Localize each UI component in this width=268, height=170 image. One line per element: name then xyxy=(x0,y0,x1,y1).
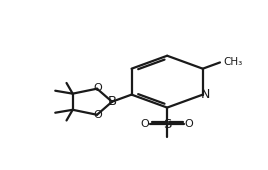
Text: N: N xyxy=(201,88,211,101)
Text: O: O xyxy=(185,119,193,129)
Text: S: S xyxy=(163,118,171,131)
Text: O: O xyxy=(94,83,102,93)
Text: O: O xyxy=(94,110,102,120)
Text: B: B xyxy=(107,95,117,108)
Text: CH₃: CH₃ xyxy=(223,57,243,67)
Text: O: O xyxy=(141,119,150,129)
